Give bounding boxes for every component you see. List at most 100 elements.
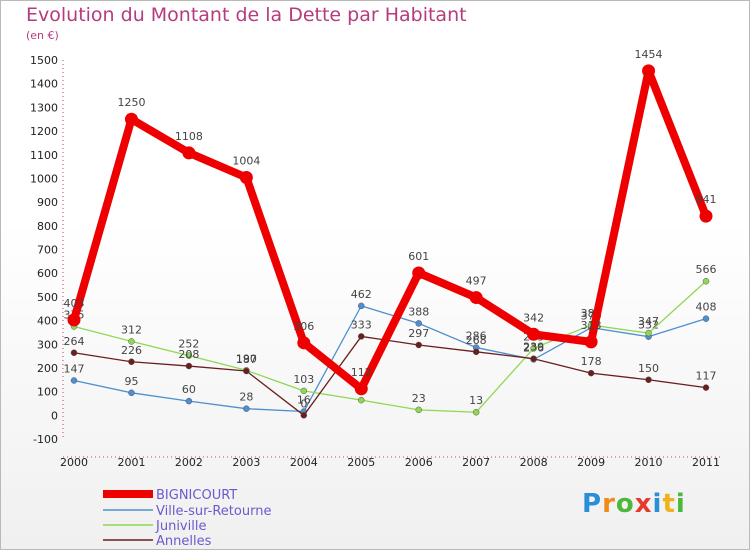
y-tick-label: 500 bbox=[37, 291, 58, 304]
data-label: 841 bbox=[696, 193, 717, 206]
data-label: 103 bbox=[293, 373, 314, 386]
data-point bbox=[415, 320, 422, 327]
legend-label: Juniville bbox=[155, 519, 206, 534]
data-label: 601 bbox=[408, 250, 429, 263]
data-point bbox=[527, 327, 541, 341]
y-tick-label: 300 bbox=[37, 338, 58, 351]
y-tick-label: 1400 bbox=[30, 78, 58, 91]
x-tick-label: 2004 bbox=[290, 456, 318, 469]
data-label: 312 bbox=[121, 323, 142, 336]
y-tick-label: -100 bbox=[33, 433, 58, 446]
data-point bbox=[358, 302, 365, 310]
data-point bbox=[469, 291, 483, 305]
data-point bbox=[587, 369, 595, 377]
x-tick-label: 2001 bbox=[117, 456, 145, 469]
x-tick-label: 2005 bbox=[347, 456, 375, 469]
data-point bbox=[128, 358, 135, 366]
y-tick-label: 400 bbox=[37, 315, 58, 328]
logo-letter: P bbox=[582, 489, 603, 519]
chart-title: Evolution du Montant de la Dette par Hab… bbox=[26, 4, 467, 26]
data-point bbox=[358, 396, 365, 404]
y-tick-label: 1300 bbox=[30, 101, 58, 114]
y-tick-label: 0 bbox=[51, 409, 58, 422]
data-label: 95 bbox=[124, 375, 138, 388]
y-tick-label: 1200 bbox=[30, 125, 58, 138]
data-label: 226 bbox=[121, 344, 142, 357]
x-tick-label: 2007 bbox=[462, 456, 490, 469]
data-label: 252 bbox=[178, 338, 199, 351]
data-point bbox=[702, 315, 710, 322]
data-label: 268 bbox=[466, 334, 487, 347]
data-label: 1250 bbox=[117, 96, 145, 109]
logo-letter: o bbox=[615, 489, 635, 519]
data-label: 462 bbox=[351, 288, 372, 301]
data-point bbox=[530, 355, 537, 362]
data-label: 239 bbox=[523, 341, 544, 354]
data-point bbox=[415, 341, 422, 349]
data-label: 147 bbox=[64, 362, 85, 375]
data-point bbox=[243, 405, 250, 412]
y-tick-label: 1000 bbox=[30, 172, 58, 185]
data-point bbox=[699, 209, 713, 223]
data-point bbox=[70, 377, 78, 384]
chart-subtitle: (en €) bbox=[26, 29, 59, 42]
data-label: 13 bbox=[469, 394, 483, 407]
data-point bbox=[702, 277, 710, 285]
data-point bbox=[472, 348, 480, 356]
data-point bbox=[243, 367, 250, 375]
y-tick-label: 900 bbox=[37, 196, 58, 209]
logo-letter: i bbox=[652, 489, 663, 519]
data-label: 403 bbox=[64, 297, 85, 310]
data-point bbox=[358, 333, 365, 340]
data-point bbox=[702, 384, 710, 391]
logo-letter: r bbox=[602, 489, 616, 519]
logo-letter: x bbox=[634, 489, 653, 519]
data-label: 264 bbox=[64, 335, 85, 348]
data-label: 342 bbox=[523, 311, 544, 324]
data-label: 286 bbox=[466, 330, 487, 343]
data-point bbox=[124, 112, 138, 126]
data-label: 497 bbox=[466, 275, 487, 288]
data-point bbox=[530, 345, 537, 352]
data-point bbox=[412, 266, 426, 280]
y-tick-label: 200 bbox=[37, 362, 58, 375]
data-label: 347 bbox=[638, 315, 659, 328]
data-label: 208 bbox=[178, 348, 199, 361]
x-tick-label: 2010 bbox=[635, 456, 663, 469]
data-point bbox=[645, 376, 652, 384]
y-tick-label: 800 bbox=[37, 220, 58, 233]
x-tick-label: 2002 bbox=[175, 456, 203, 469]
data-point bbox=[182, 146, 196, 160]
y-tick-label: 1500 bbox=[30, 54, 58, 67]
data-label: 388 bbox=[408, 305, 429, 318]
data-label: 566 bbox=[696, 263, 717, 276]
data-point bbox=[128, 389, 135, 397]
logo-letter: t bbox=[662, 489, 676, 519]
data-label: 313 bbox=[581, 319, 602, 332]
data-label: 297 bbox=[408, 327, 429, 340]
y-tick-label: 100 bbox=[37, 386, 58, 399]
y-tick-label: 700 bbox=[37, 244, 58, 257]
data-label: 1004 bbox=[232, 154, 260, 167]
data-point bbox=[645, 329, 652, 337]
data-point bbox=[415, 406, 422, 414]
data-point bbox=[185, 397, 193, 405]
legend-label: BIGNICOURT bbox=[156, 488, 237, 503]
x-tick-label: 2009 bbox=[577, 456, 605, 469]
series-line-ville-sur-retourne bbox=[73, 305, 707, 413]
x-tick-label: 2006 bbox=[405, 456, 433, 469]
series-line-juniville bbox=[73, 280, 707, 413]
data-label: 306 bbox=[293, 320, 314, 333]
series-line-bignicourt bbox=[70, 66, 710, 393]
proxiti-logo: Proxiti bbox=[582, 489, 686, 519]
data-label: 23 bbox=[412, 392, 426, 405]
legend-label: Annelles bbox=[156, 534, 212, 549]
data-point bbox=[239, 170, 253, 184]
data-point bbox=[128, 338, 135, 345]
y-tick-label: 600 bbox=[37, 267, 58, 280]
x-tick-label: 2008 bbox=[520, 456, 548, 469]
data-point bbox=[67, 313, 81, 327]
data-point bbox=[185, 362, 193, 370]
